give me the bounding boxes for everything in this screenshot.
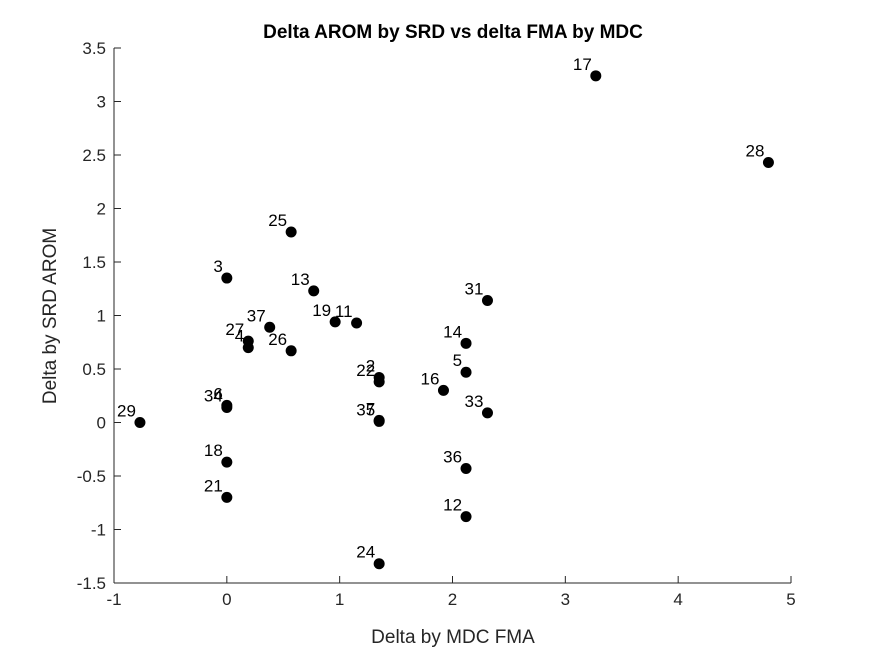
scatter-point [351,317,363,329]
x-tick-label: 2 [448,590,457,609]
scatter-point [221,491,233,503]
point-label: 29 [117,402,136,421]
scatter-point [221,402,233,414]
scatter-point [481,295,493,307]
y-tick-label: 1 [97,307,106,326]
point-label: 36 [443,448,462,467]
x-tick-label: 3 [561,590,570,609]
scatter-point [373,558,385,570]
scatter-point [373,415,385,427]
y-tick-label: -1.5 [77,574,106,593]
y-tick-label: 2 [97,200,106,219]
y-tick-label: 0.5 [82,360,106,379]
point-label: 21 [204,476,223,495]
point-label: 2 [366,357,375,376]
scatter-point [308,285,320,297]
y-axis-label: Delta by SRD AROM [40,228,61,404]
scatter-point [460,511,472,523]
point-label: 37 [247,306,266,325]
point-label: 17 [573,55,592,74]
point-label: 13 [291,270,310,289]
scatter-point [481,407,493,419]
point-label: 4 [235,327,244,346]
scatter-point [437,384,449,396]
point-label: 35 [356,400,375,419]
point-label: 26 [268,330,287,349]
point-label: 12 [443,496,462,515]
point-label: 22 [356,361,375,380]
y-tick-label: -0.5 [77,467,106,486]
scatter-point [221,272,233,284]
point-label: 5 [453,351,462,370]
scatter-point [264,321,276,333]
data-points [134,70,774,570]
y-tick-label: 0 [97,414,106,433]
scatter-point [460,337,472,349]
point-label: 25 [268,211,287,230]
point-label: 11 [335,302,353,321]
x-tick-label: 1 [335,590,344,609]
point-label: 14 [443,322,462,341]
y-tick-label: 2.5 [82,146,106,165]
point-label: 27 [225,320,244,339]
point-label: 24 [356,543,375,562]
x-tick-label: -1 [106,590,121,609]
x-tick-label: 0 [222,590,231,609]
y-tick-label: 3.5 [82,39,106,58]
scatter-point [329,316,341,328]
x-tick-label: 4 [673,590,682,609]
point-label: 31 [465,280,484,299]
y-tick-label: 1.5 [82,253,106,272]
point-label: 18 [204,441,223,460]
axis-ticks: -1 0 1 2 3 4 5-1.5-1-0.500.511.522.533.5 [77,39,796,609]
x-axis-label: Delta by MDC FMA [371,627,535,648]
scatter-point [134,417,146,428]
point-label: 7 [366,399,375,418]
scatter-point [373,376,385,388]
point-label: 28 [746,141,765,160]
chart-title: Delta AROM by SRD vs delta FMA by MDC [263,22,643,43]
scatter-point [221,456,233,468]
y-tick-label: 3 [97,93,106,112]
scatter-point [285,345,297,357]
point-label: 16 [421,369,440,388]
scatter-point [460,463,472,475]
plot-axes [113,48,791,584]
scatter-point [590,70,602,82]
point-labels: 17 28 25 3 13 31 19 11 37 14 274 26 5 222 16 634 33 735 29… [117,55,764,562]
point-label: 6 [213,384,222,403]
scatter-point [762,156,774,168]
point-label: 34 [204,387,223,406]
point-label: 3 [213,257,222,276]
scatter-point [242,342,254,354]
point-label: 19 [312,301,331,320]
scatter-point [460,366,472,378]
point-label: 33 [465,392,484,411]
x-tick-label: 5 [786,590,795,609]
scatter-point [285,226,297,238]
y-tick-label: -1 [91,521,106,540]
